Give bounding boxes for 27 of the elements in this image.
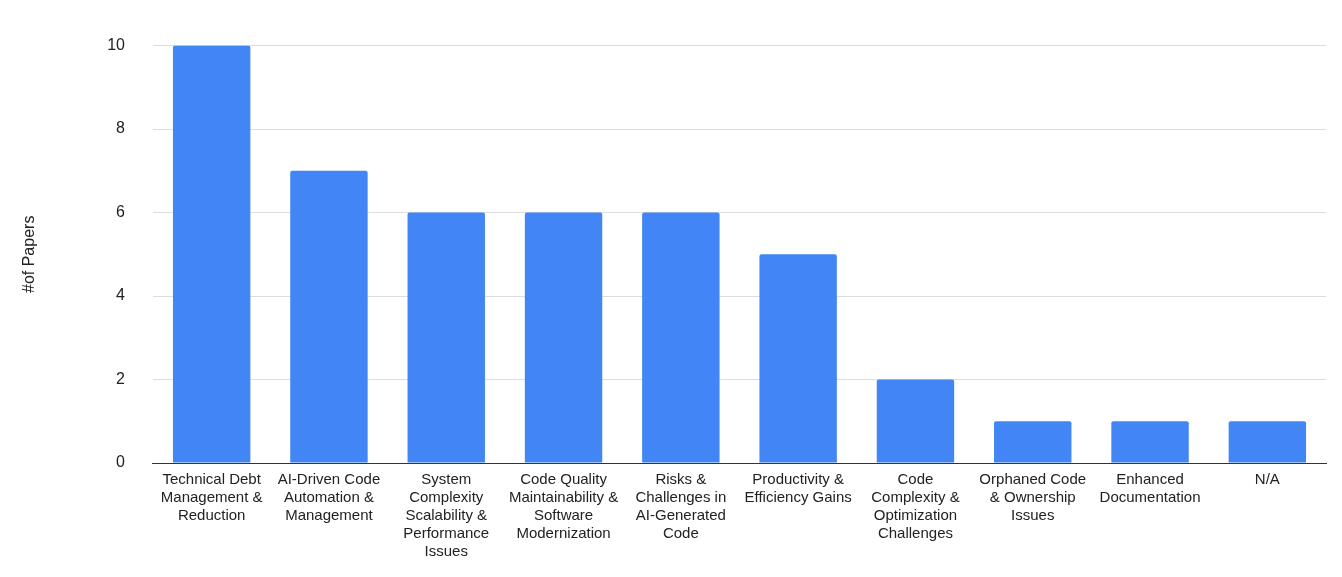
y-tick-label: 8 [116, 119, 126, 137]
x-tick-label: Technical Debt Management & Reduction [160, 470, 263, 524]
bar [994, 421, 1072, 463]
bar [876, 379, 955, 463]
y-tick-label: 4 [116, 286, 126, 304]
y-tick-label: 0 [116, 453, 126, 471]
y-tick-label: 6 [116, 202, 126, 220]
bar [642, 212, 720, 463]
x-tick-label: Risks & Challenges in AI-Generated Code [635, 470, 727, 542]
x-tick-label: Code Complexity & Optimization Challenges [871, 470, 960, 542]
y-tick-label: 2 [116, 369, 126, 387]
x-tick-label: Productivity & Efficiency Gains [744, 470, 852, 506]
x-tick-label: System Complexity Scalability & Performance Issues [403, 470, 490, 560]
bar [407, 212, 485, 463]
x-tick-label: Orphaned Code & Ownership Issues [979, 470, 1087, 524]
bar [1228, 421, 1307, 463]
bar [290, 170, 368, 463]
x-tick-label: N/A [1254, 470, 1280, 488]
y-axis-title: #of Papers [20, 215, 38, 293]
y-tick-label: 10 [107, 36, 126, 54]
x-tick-label: Enhanced Documentation [1099, 470, 1201, 506]
bar [1111, 421, 1189, 463]
bar [172, 45, 251, 463]
x-tick-label: Code Quality Maintainability & Software Modernization [508, 470, 619, 542]
x-tick-label: AI-Driven Code Automation & Management [277, 470, 381, 524]
bar [524, 212, 603, 463]
bar [759, 254, 837, 463]
